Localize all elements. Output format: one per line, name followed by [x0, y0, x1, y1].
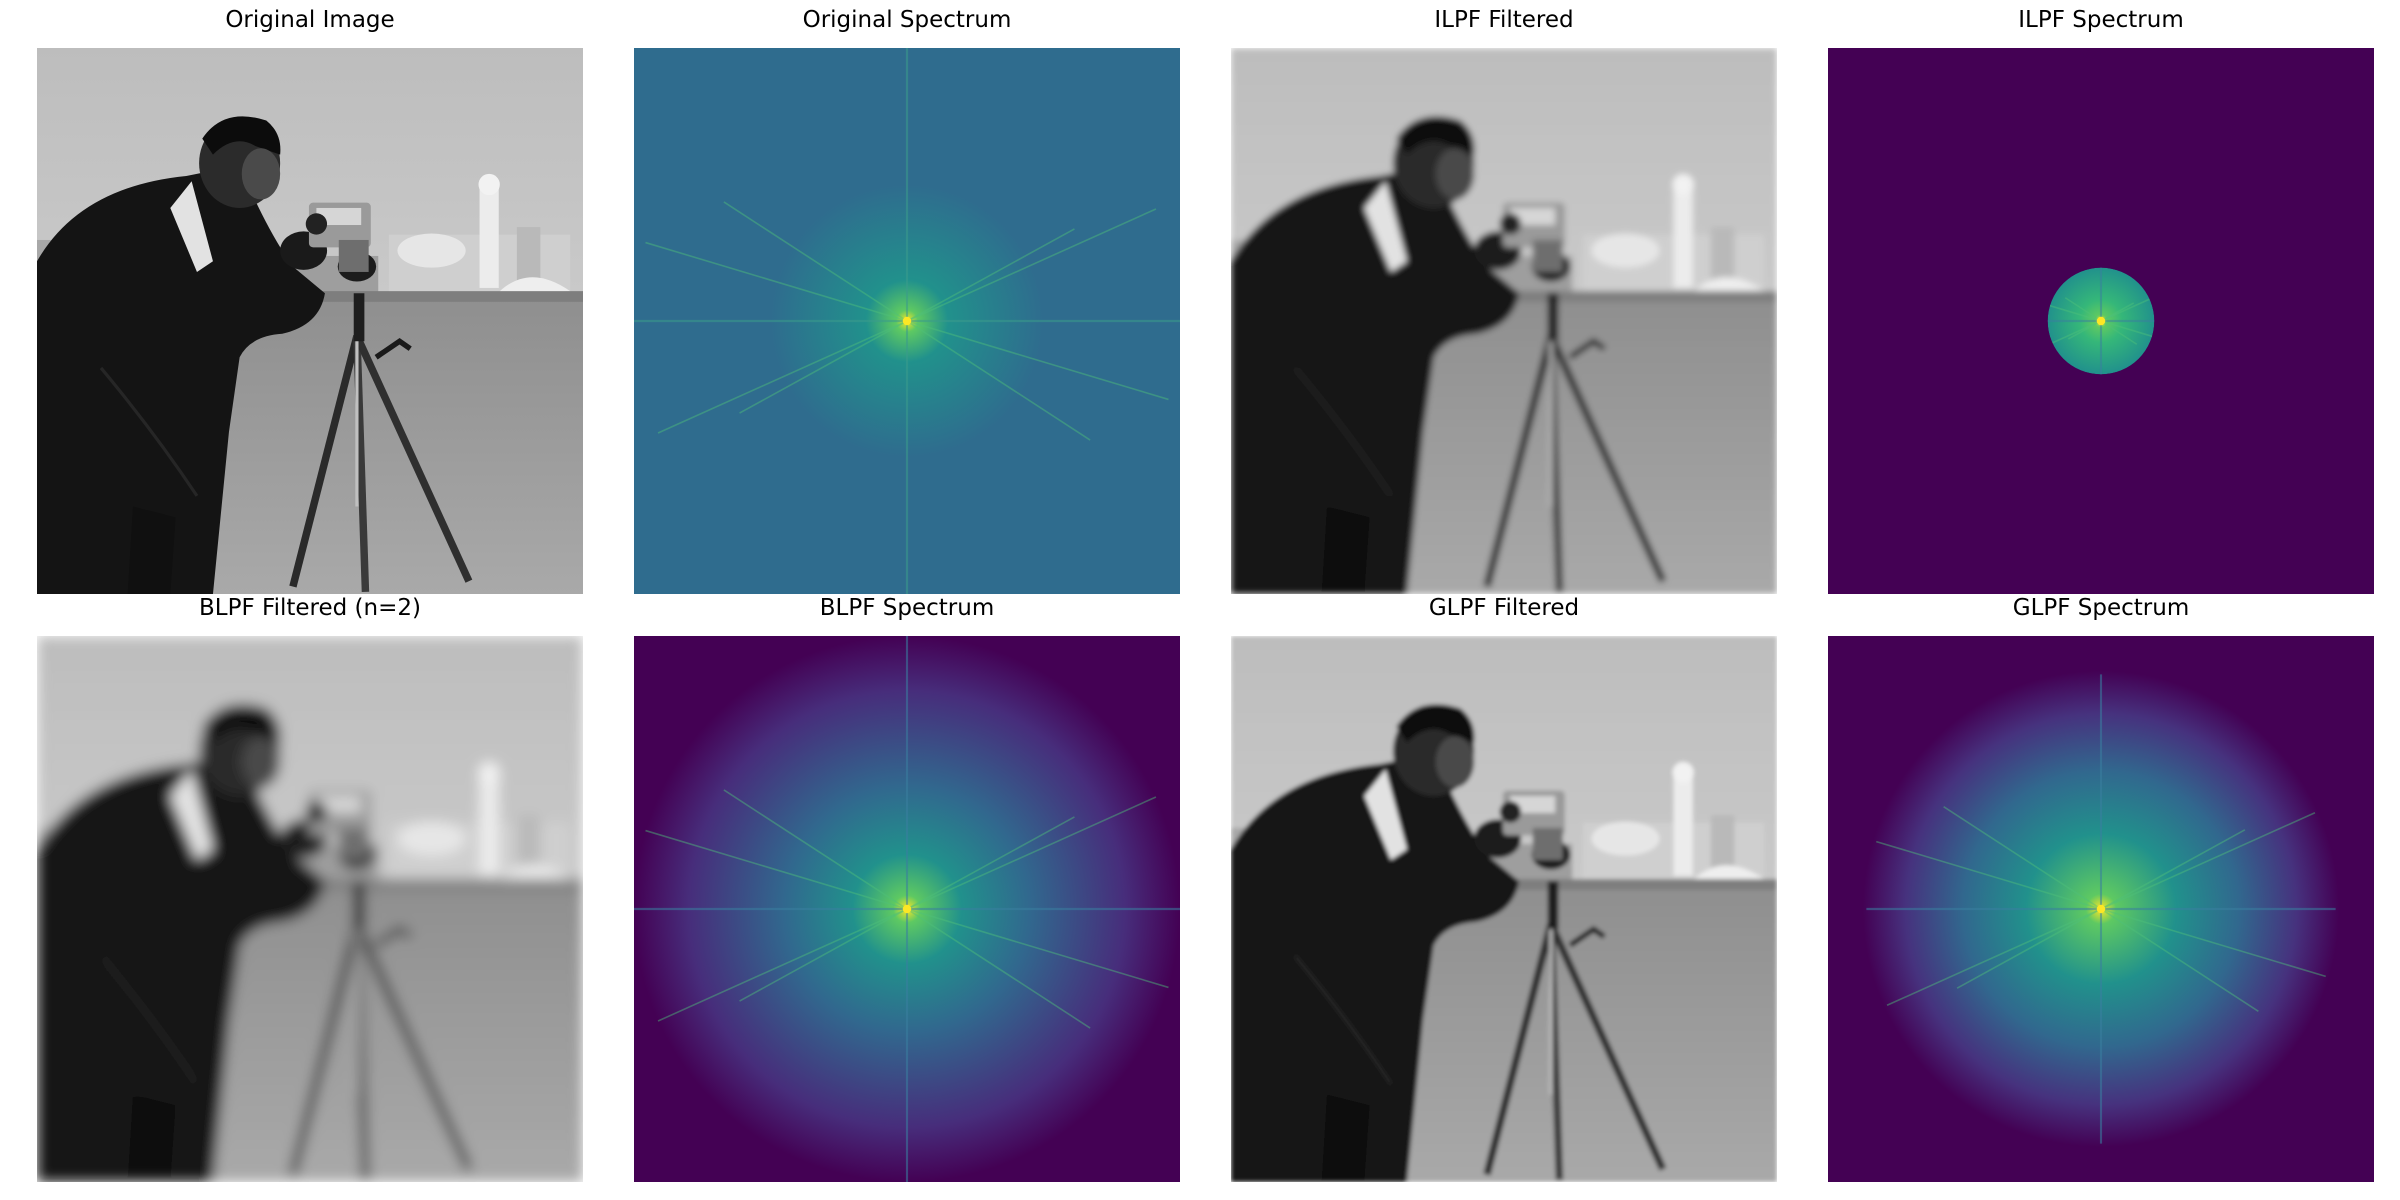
blpf-filtered-image [37, 636, 583, 1182]
blpf-spectrum [634, 636, 1180, 1182]
panel-title: Original Spectrum [802, 7, 1012, 33]
glpf-spectrum [1828, 636, 2374, 1182]
panel-title: BLPF Filtered (n=2) [199, 595, 421, 621]
ilpf-filtered-image [1231, 48, 1777, 594]
panel-title: Original Image [225, 7, 395, 33]
spectrum-image [634, 636, 1180, 1182]
panel-title: BLPF Spectrum [819, 595, 995, 621]
original-spectrum [634, 48, 1180, 594]
spectrum-image [634, 48, 1180, 594]
panel-title: GLPF Spectrum [2012, 595, 2190, 621]
panel-title: ILPF Spectrum [2018, 7, 2184, 33]
spectrum-image [1828, 636, 2374, 1182]
original-image [37, 48, 583, 594]
spectrum-image [1828, 48, 2374, 594]
cameraman-photo [37, 636, 583, 1182]
glpf-filtered-image [1231, 636, 1777, 1182]
ilpf-spectrum [1828, 48, 2374, 594]
cameraman-photo [1231, 636, 1777, 1182]
cameraman-photo [37, 48, 583, 594]
cameraman-photo [1231, 48, 1777, 594]
panel-title: ILPF Filtered [1434, 7, 1574, 33]
panel-title: GLPF Filtered [1428, 595, 1580, 621]
